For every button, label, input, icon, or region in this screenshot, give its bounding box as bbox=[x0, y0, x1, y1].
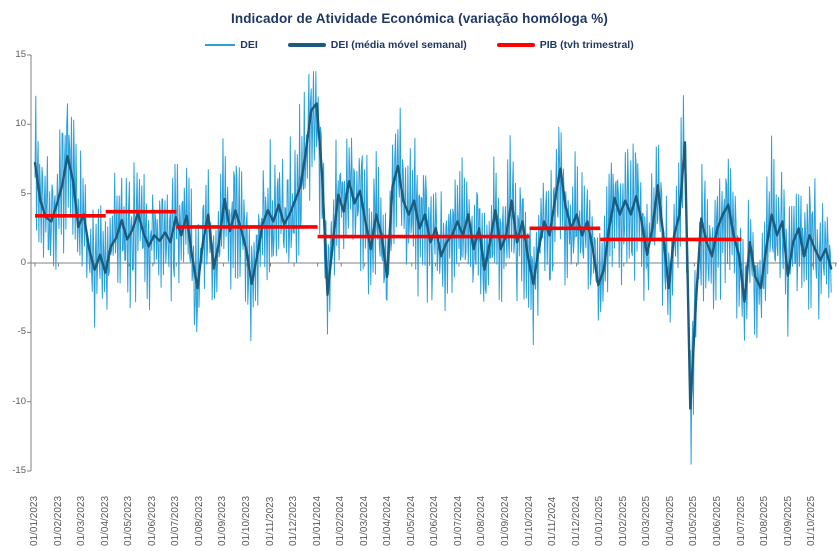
x-axis-label: 01/04/2024 bbox=[382, 495, 394, 546]
x-axis-label: 01/06/2025 bbox=[712, 495, 723, 546]
y-axis-label: 0 bbox=[20, 257, 26, 268]
x-axis-label: 01/09/2024 bbox=[500, 495, 511, 546]
legend-item-pib: PIB (tvh trimestral) bbox=[496, 39, 634, 51]
x-axis-label: 01/03/2024 bbox=[358, 495, 370, 546]
legend-item-dei: DEI bbox=[205, 39, 258, 51]
chart-legend: DEI DEI (média móvel semanal) PIB (tvh t… bbox=[0, 39, 839, 51]
y-axis-label: 15 bbox=[15, 49, 26, 60]
x-axis-label: 01/05/2023 bbox=[123, 495, 135, 546]
x-axis-label: 01/02/2023 bbox=[52, 495, 64, 546]
chart-title: Indicador de Atividade Económica (variaç… bbox=[231, 11, 608, 26]
x-axis-label: 01/11/2024 bbox=[547, 496, 559, 546]
x-axis-label: 01/03/2025 bbox=[641, 495, 653, 546]
dei-line-swatch bbox=[205, 44, 236, 46]
x-axis-label: 01/05/2024 bbox=[405, 495, 417, 546]
x-axis-label: 01/01/2023 bbox=[29, 495, 40, 546]
x-axis-label: 01/09/2025 bbox=[782, 495, 794, 546]
x-axis-label: 01/05/2025 bbox=[688, 495, 700, 546]
x-axis-label: 01/04/2023 bbox=[99, 495, 111, 546]
x-axis-label: 01/08/2023 bbox=[193, 495, 205, 546]
x-axis-label: 01/12/2023 bbox=[288, 495, 300, 546]
legend-label-pib: PIB (tvh trimestral) bbox=[539, 39, 634, 51]
x-axis-label: 01/10/2025 bbox=[806, 495, 818, 546]
x-axis-label: 01/07/2024 bbox=[452, 495, 464, 546]
x-axis-label: 01/07/2025 bbox=[735, 495, 747, 546]
x-axis-label: 01/06/2024 bbox=[429, 495, 441, 546]
x-axis-label: 01/08/2025 bbox=[759, 495, 771, 546]
y-axis-label: -10 bbox=[12, 396, 26, 407]
y-axis-label: 10 bbox=[15, 118, 26, 129]
x-axis-label: 01/12/2024 bbox=[570, 495, 582, 546]
x-axis-label: 01/04/2025 bbox=[664, 495, 676, 546]
x-axis-label: 01/01/2025 bbox=[594, 495, 606, 546]
x-axis-label: 01/02/2025 bbox=[617, 495, 629, 546]
pib-line-swatch bbox=[496, 43, 535, 47]
x-axis-label: 01/10/2023 bbox=[241, 495, 252, 546]
dei-daily-series bbox=[34, 71, 832, 465]
legend-label-dei-weekly: DEI (média móvel semanal) bbox=[330, 39, 467, 51]
x-axis-label: 01/11/2023 bbox=[264, 496, 276, 546]
y-axis-label: -15 bbox=[12, 465, 26, 476]
x-axis-label: 01/10/2024 bbox=[523, 495, 535, 546]
x-axis-label: 01/02/2024 bbox=[335, 495, 347, 546]
x-axis-label: 01/03/2023 bbox=[76, 495, 88, 546]
x-axis-label: 01/08/2024 bbox=[476, 495, 488, 546]
x-axis-label: 01/01/2024 bbox=[311, 495, 323, 546]
y-axis-label: -5 bbox=[17, 326, 26, 337]
x-axis-label: 01/06/2023 bbox=[146, 495, 158, 546]
legend-item-dei-weekly: DEI (média móvel semanal) bbox=[287, 39, 467, 51]
legend-label-dei: DEI bbox=[240, 39, 258, 51]
x-axis-label: 01/09/2023 bbox=[217, 495, 229, 546]
x-axis-label: 01/07/2023 bbox=[170, 495, 182, 546]
y-axis-label: 5 bbox=[20, 188, 26, 199]
dei-weekly-line-swatch bbox=[287, 43, 326, 47]
